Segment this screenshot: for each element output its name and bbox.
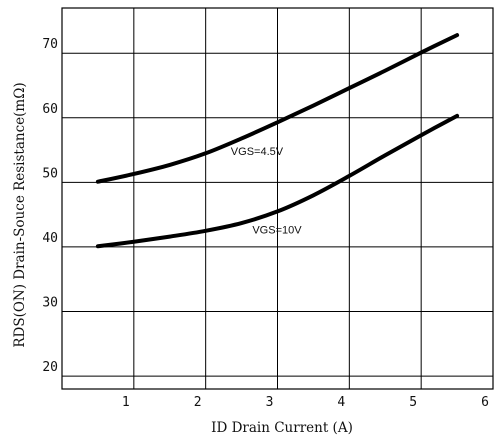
y-tick-label: 60 (42, 102, 58, 117)
x-tick-label: 3 (266, 395, 274, 410)
series-line-vgs-4-5v (95, 33, 460, 184)
y-tick-label: 40 (42, 231, 58, 246)
series-label: VGS=10V (252, 225, 302, 237)
grid (61, 7, 494, 390)
y-tick-label: 50 (42, 166, 58, 181)
series-labels: VGS=4.5V VGS=10V (231, 146, 302, 237)
x-tick-label: 1 (122, 395, 130, 410)
y-tick-label: 30 (42, 296, 58, 311)
series-line-vgs-10v (95, 113, 460, 249)
x-tick-label: 4 (337, 395, 345, 410)
series-label: VGS=4.5V (231, 146, 284, 158)
x-tick-label: 5 (409, 395, 417, 410)
x-tick-label: 6 (481, 395, 489, 410)
series-curves (95, 33, 460, 249)
y-tick-label: 70 (42, 37, 58, 52)
y-tick-label: 20 (42, 360, 58, 375)
x-axis-label: ID Drain Current (A) (211, 420, 353, 436)
x-tick-labels: 1 2 3 4 5 6 (122, 395, 489, 410)
y-tick-labels: 20 30 40 50 60 70 (42, 37, 58, 375)
x-tick-label: 2 (194, 395, 202, 410)
y-axis-label: RDS(ON) Drain-Souce Resistance(mΩ) (12, 82, 28, 347)
